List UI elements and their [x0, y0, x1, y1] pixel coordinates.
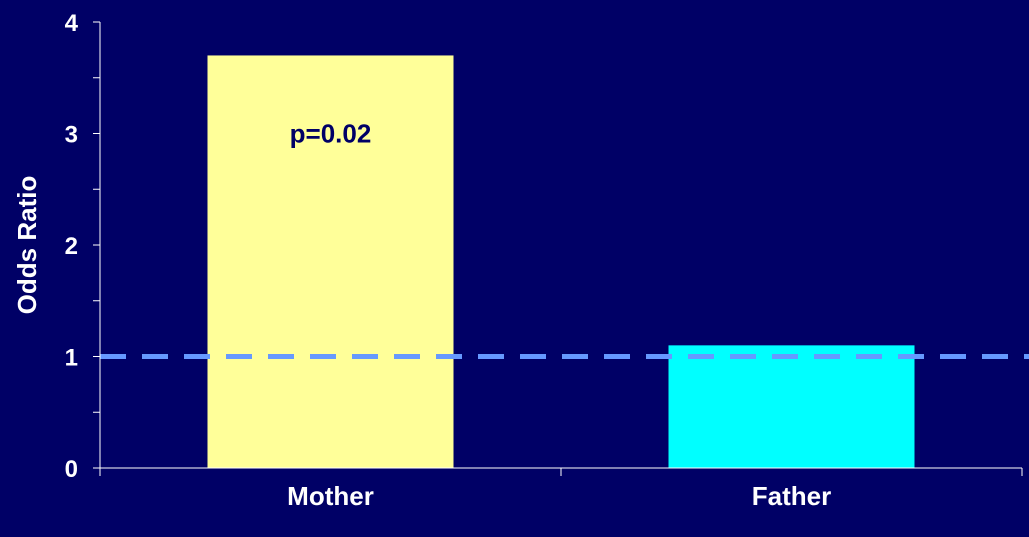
- y-axis-ticks: [93, 21, 100, 469]
- plot-area: 0 1 2 3 4 Mother Father p=0.02 Odds Rati…: [12, 10, 1029, 511]
- bar-mother: [207, 55, 454, 468]
- x-category-label-father: Father: [752, 481, 831, 511]
- y-tick-label: 1: [65, 345, 78, 372]
- bar-father: [668, 345, 915, 468]
- p-value-annotation: p=0.02: [290, 119, 372, 149]
- y-tick-label: 4: [65, 10, 79, 37]
- y-tick-label: 2: [65, 233, 78, 260]
- y-axis-title: Odds Ratio: [12, 176, 42, 315]
- x-category-label-mother: Mother: [287, 481, 374, 511]
- x-axis-ticks: [99, 468, 1023, 476]
- y-tick-label: 3: [65, 122, 78, 149]
- y-tick-label: 0: [65, 456, 78, 483]
